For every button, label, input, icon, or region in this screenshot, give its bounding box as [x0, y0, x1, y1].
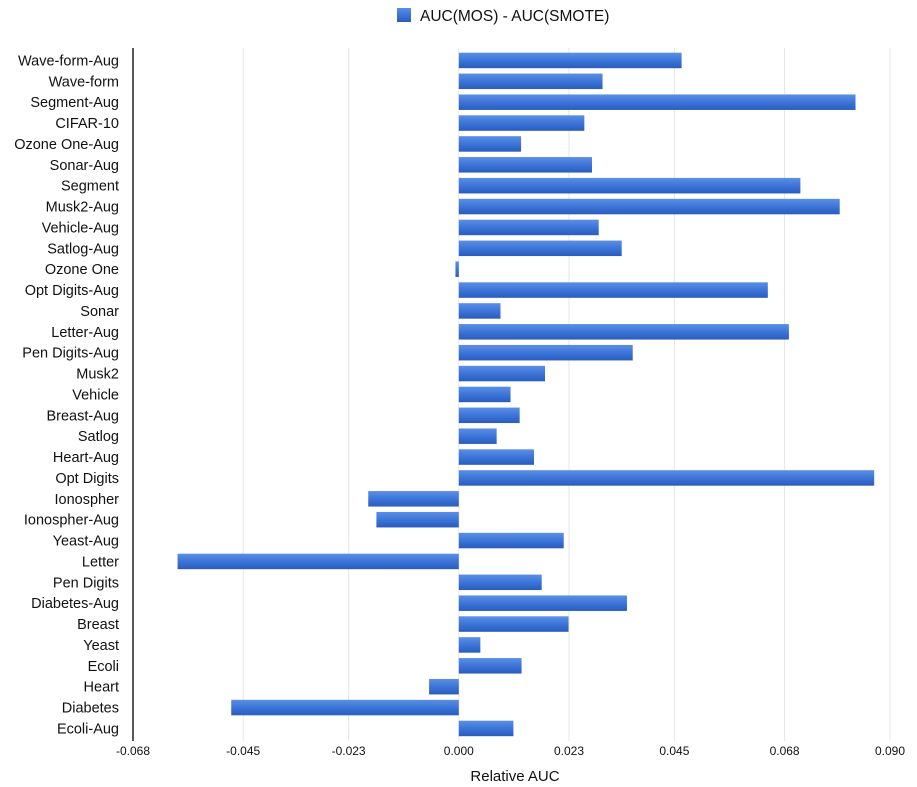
bar — [458, 449, 535, 465]
category-label: Sonar-Aug — [50, 158, 119, 174]
bar — [458, 198, 840, 215]
bar — [376, 511, 459, 528]
category-label: Musk2 — [76, 367, 119, 383]
bar — [458, 177, 801, 194]
bar — [458, 407, 520, 424]
x-tick-label: 0.068 — [770, 744, 800, 758]
bar — [458, 637, 481, 653]
bar — [368, 491, 459, 507]
category-label: Breast — [77, 617, 119, 633]
category-label: CIFAR-10 — [55, 116, 119, 132]
x-tick-label: 0.023 — [554, 744, 584, 758]
bar — [177, 553, 459, 570]
category-label: Wave-form — [49, 74, 119, 90]
category-label: Satlog — [78, 429, 119, 445]
bar — [458, 157, 592, 173]
x-tick-labels: -0.068 -0.045 -0.023 0.000 0.023 0.045 0.068 0.… — [116, 744, 905, 758]
category-label: Segment-Aug — [30, 95, 119, 111]
category-label: Ionospher — [55, 492, 120, 508]
x-tick-label: 0.000 — [444, 744, 474, 758]
bar — [458, 616, 569, 632]
bar — [458, 324, 789, 340]
category-label: Letter — [82, 554, 119, 570]
x-tick-label: -0.023 — [332, 744, 366, 758]
bar — [455, 261, 459, 277]
bar — [458, 595, 627, 611]
bar — [458, 240, 622, 257]
category-label: Vehicle-Aug — [42, 220, 119, 236]
x-tick-label: 0.045 — [659, 744, 689, 758]
category-label: Letter-Aug — [51, 325, 119, 341]
bar — [458, 282, 768, 298]
bar — [458, 574, 542, 591]
category-label: Opt Digits-Aug — [25, 283, 119, 299]
category-label: Pen Digits-Aug — [22, 346, 119, 362]
category-label: Breast-Aug — [46, 408, 119, 424]
bar — [458, 532, 564, 549]
bar — [458, 303, 501, 319]
category-label: Diabetes-Aug — [31, 596, 119, 612]
category-label: Ozone One-Aug — [14, 137, 119, 153]
bar — [458, 720, 514, 737]
category-label: Yeast — [83, 638, 119, 654]
category-label: Ecoli-Aug — [57, 721, 119, 737]
category-label: Musk2-Aug — [46, 200, 119, 216]
category-label: Heart — [84, 680, 119, 696]
bars — [177, 52, 875, 737]
bar — [458, 658, 522, 674]
bar — [458, 52, 682, 69]
bar — [458, 344, 633, 361]
x-tick-label: 0.090 — [875, 744, 905, 758]
bar — [458, 428, 497, 444]
category-label: Yeast-Aug — [53, 534, 119, 550]
category-label: Wave-form-Aug — [18, 53, 119, 69]
category-label: Sonar — [80, 304, 119, 320]
category-labels: Wave-form-Aug Wave-form Segment-Aug CIFAR-1… — [14, 53, 119, 737]
category-label: Ozone One — [45, 262, 119, 278]
legend: AUC(MOS) - AUC(SMOTE) — [397, 8, 609, 25]
bar — [458, 219, 599, 236]
category-label: Ecoli — [88, 659, 119, 675]
x-tick-label: -0.045 — [226, 744, 260, 758]
bar — [458, 470, 875, 486]
bar — [231, 699, 459, 716]
bar — [458, 365, 546, 382]
category-label: Satlog-Aug — [47, 241, 119, 257]
gridlines — [132, 48, 891, 741]
x-axis-title: Relative AUC — [470, 768, 559, 785]
bar — [458, 73, 603, 90]
x-tick-label: -0.068 — [116, 744, 150, 758]
bar — [458, 386, 511, 403]
legend-swatch — [397, 8, 411, 22]
bar — [458, 136, 522, 152]
category-label: Diabetes — [62, 701, 119, 717]
category-label: Ionospher-Aug — [24, 513, 119, 529]
bar — [458, 115, 585, 131]
category-label: Vehicle — [72, 387, 119, 403]
legend-label: AUC(MOS) - AUC(SMOTE) — [420, 8, 609, 25]
category-label: Pen Digits — [53, 575, 119, 591]
category-label: Opt Digits — [55, 471, 119, 487]
category-label: Segment — [61, 179, 119, 195]
bar — [458, 94, 856, 110]
category-label: Heart-Aug — [53, 450, 119, 466]
bar — [429, 678, 459, 695]
